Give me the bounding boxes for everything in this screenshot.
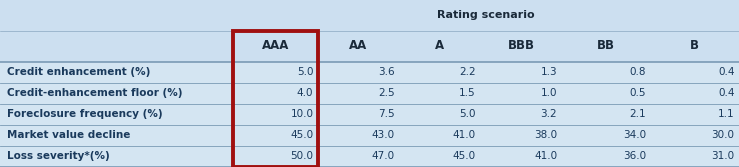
Text: 5.0: 5.0 bbox=[297, 67, 313, 77]
Text: Loss severity*(%): Loss severity*(%) bbox=[7, 151, 110, 161]
Text: 0.4: 0.4 bbox=[718, 88, 735, 98]
Text: 1.0: 1.0 bbox=[541, 88, 557, 98]
Text: 47.0: 47.0 bbox=[372, 151, 395, 161]
Text: AA: AA bbox=[350, 39, 367, 52]
Text: Market value decline: Market value decline bbox=[7, 130, 131, 140]
Text: BBB: BBB bbox=[508, 39, 534, 52]
Text: 1.5: 1.5 bbox=[460, 88, 476, 98]
Bar bbox=[0, 83, 739, 104]
Text: 3.2: 3.2 bbox=[541, 109, 557, 119]
Text: 50.0: 50.0 bbox=[290, 151, 313, 161]
Text: Rating scenario: Rating scenario bbox=[437, 11, 535, 20]
Text: BB: BB bbox=[597, 39, 615, 52]
Text: 10.0: 10.0 bbox=[290, 109, 313, 119]
Text: 30.0: 30.0 bbox=[712, 130, 735, 140]
Bar bbox=[0, 104, 739, 125]
Text: 3.6: 3.6 bbox=[378, 67, 395, 77]
Text: 41.0: 41.0 bbox=[534, 151, 557, 161]
Text: 36.0: 36.0 bbox=[623, 151, 646, 161]
Text: B: B bbox=[690, 39, 699, 52]
Text: 1.1: 1.1 bbox=[718, 109, 735, 119]
Text: 1.3: 1.3 bbox=[541, 67, 557, 77]
Text: Credit-enhancement floor (%): Credit-enhancement floor (%) bbox=[7, 88, 183, 98]
Text: Credit enhancement (%): Credit enhancement (%) bbox=[7, 67, 151, 77]
Text: 2.5: 2.5 bbox=[378, 88, 395, 98]
Text: 2.2: 2.2 bbox=[460, 67, 476, 77]
Text: 38.0: 38.0 bbox=[534, 130, 557, 140]
Text: 7.5: 7.5 bbox=[378, 109, 395, 119]
Text: 0.8: 0.8 bbox=[630, 67, 646, 77]
Bar bbox=[0, 62, 739, 83]
Text: Foreclosure frequency (%): Foreclosure frequency (%) bbox=[7, 109, 163, 119]
Bar bbox=[0, 125, 739, 146]
Text: 43.0: 43.0 bbox=[372, 130, 395, 140]
Text: 4.0: 4.0 bbox=[297, 88, 313, 98]
Text: AAA: AAA bbox=[262, 39, 289, 52]
Text: 45.0: 45.0 bbox=[453, 151, 476, 161]
Text: 41.0: 41.0 bbox=[453, 130, 476, 140]
Text: 34.0: 34.0 bbox=[623, 130, 646, 140]
Bar bbox=[0, 146, 739, 167]
Bar bbox=[233, 31, 318, 167]
Text: A: A bbox=[435, 39, 444, 52]
Text: 0.4: 0.4 bbox=[718, 67, 735, 77]
Text: 31.0: 31.0 bbox=[712, 151, 735, 161]
Text: 5.0: 5.0 bbox=[460, 109, 476, 119]
Text: 45.0: 45.0 bbox=[290, 130, 313, 140]
Text: 0.5: 0.5 bbox=[630, 88, 646, 98]
Text: 2.1: 2.1 bbox=[630, 109, 646, 119]
